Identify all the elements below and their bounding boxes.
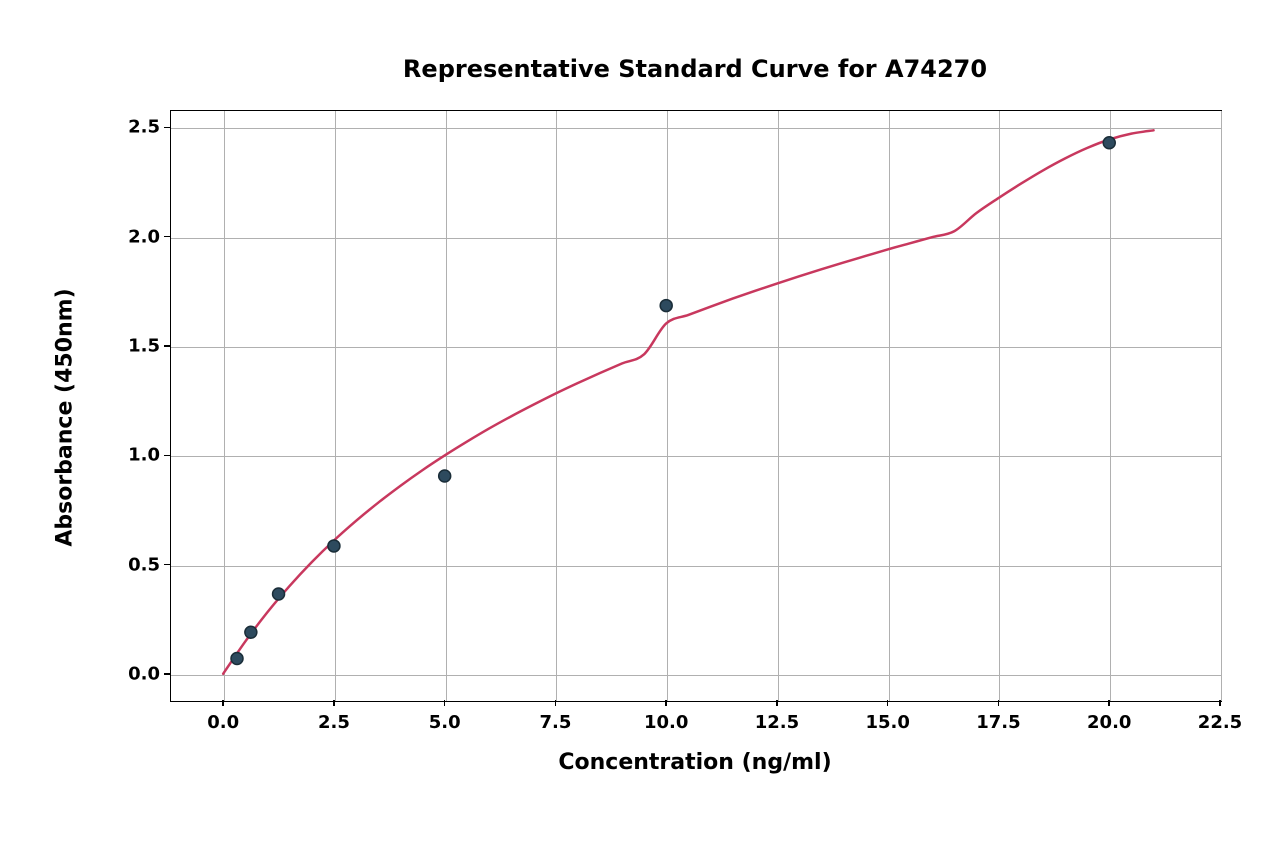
data-point xyxy=(1103,137,1115,149)
data-point xyxy=(231,652,243,664)
x-tick-mark xyxy=(1108,700,1110,706)
x-tick-mark xyxy=(998,700,1000,706)
y-tick-label: 1.0 xyxy=(125,445,160,466)
y-tick-mark xyxy=(164,127,170,129)
data-point xyxy=(660,300,672,312)
x-tick-mark xyxy=(1219,700,1221,706)
y-tick-label: 1.5 xyxy=(125,336,160,357)
y-axis-label: Absorbance (450nm) xyxy=(53,288,78,546)
x-tick-mark xyxy=(222,700,224,706)
x-tick-label: 10.0 xyxy=(644,712,688,733)
y-tick-mark xyxy=(164,564,170,566)
y-tick-label: 2.0 xyxy=(125,226,160,247)
data-point xyxy=(439,470,451,482)
y-tick-label: 0.5 xyxy=(125,554,160,575)
x-tick-mark xyxy=(333,700,335,706)
x-tick-label: 12.5 xyxy=(755,712,799,733)
x-tick-label: 15.0 xyxy=(866,712,910,733)
y-tick-mark xyxy=(164,673,170,675)
x-tick-mark xyxy=(444,700,446,706)
x-axis-label: Concentration (ng/ml) xyxy=(558,750,831,775)
x-tick-label: 5.0 xyxy=(429,712,461,733)
x-tick-label: 2.5 xyxy=(318,712,350,733)
data-point xyxy=(273,588,285,600)
y-tick-mark xyxy=(164,345,170,347)
x-tick-label: 22.5 xyxy=(1198,712,1242,733)
y-tick-label: 0.0 xyxy=(125,663,160,684)
y-tick-mark xyxy=(164,236,170,238)
x-tick-mark xyxy=(776,700,778,706)
y-tick-label: 2.5 xyxy=(125,117,160,138)
x-tick-label: 17.5 xyxy=(976,712,1020,733)
x-tick-mark xyxy=(887,700,889,706)
x-tick-label: 0.0 xyxy=(207,712,239,733)
fitted-curve xyxy=(223,130,1153,673)
x-tick-label: 20.0 xyxy=(1087,712,1131,733)
x-tick-mark xyxy=(665,700,667,706)
x-tick-label: 7.5 xyxy=(539,712,571,733)
chart-container: Representative Standard Curve for A74270… xyxy=(0,0,1280,845)
y-tick-mark xyxy=(164,455,170,457)
data-point xyxy=(245,626,257,638)
x-tick-mark xyxy=(555,700,557,706)
data-point xyxy=(328,540,340,552)
